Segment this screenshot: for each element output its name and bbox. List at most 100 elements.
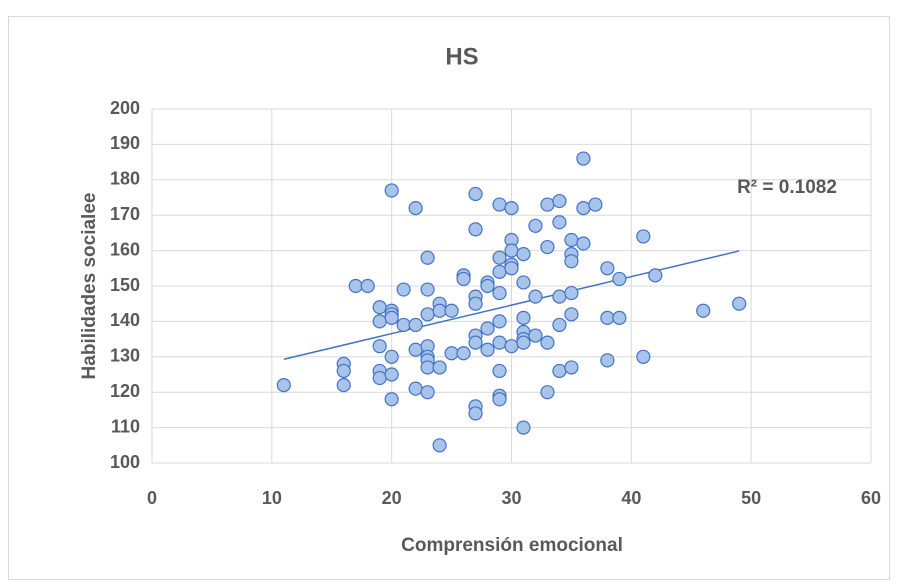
point [420, 360, 435, 375]
point [468, 296, 483, 311]
y-tick-label: 150 [110, 275, 140, 295]
point [468, 222, 483, 237]
x-axis-label: Comprensión emocional [401, 535, 623, 556]
y-tick-label: 100 [110, 452, 140, 472]
point [420, 307, 435, 322]
point [492, 314, 507, 329]
point [576, 201, 591, 216]
point [384, 349, 399, 364]
y-tick-label: 180 [110, 169, 140, 189]
point [396, 282, 411, 297]
chart-title: HS [445, 43, 478, 70]
point [432, 360, 447, 375]
x-tick-label: 60 [861, 488, 881, 508]
point [564, 360, 579, 375]
point [540, 385, 555, 400]
point [468, 186, 483, 202]
x-tick-label: 30 [501, 488, 521, 508]
point [528, 328, 543, 343]
point [492, 197, 507, 212]
point [372, 300, 387, 315]
trendline [283, 250, 740, 361]
point [504, 243, 519, 258]
x-tick-label: 10 [262, 488, 282, 508]
y-tick-label: 190 [110, 133, 140, 153]
point [444, 303, 459, 318]
point [480, 278, 495, 294]
point [612, 310, 627, 325]
y-tick-label: 170 [110, 204, 140, 224]
point [276, 378, 291, 393]
point [564, 307, 579, 322]
y-tick-label: 200 [110, 98, 140, 118]
point [552, 289, 567, 304]
point [420, 385, 435, 400]
point [648, 268, 663, 283]
point [408, 381, 423, 396]
point [732, 296, 747, 311]
point [408, 317, 423, 333]
point [528, 218, 543, 233]
point [576, 151, 591, 166]
point [576, 236, 591, 251]
point [420, 282, 435, 297]
point [408, 342, 423, 357]
point [336, 378, 351, 393]
point [528, 289, 543, 304]
point [516, 420, 531, 435]
point [552, 363, 567, 379]
y-tick-label: 130 [110, 346, 140, 366]
point [468, 335, 483, 350]
point [456, 271, 471, 287]
point [468, 406, 483, 421]
y-axis-label: Habilidades socialee [79, 193, 100, 380]
point [696, 303, 711, 318]
point [540, 335, 555, 350]
y-tick-label: 140 [110, 310, 140, 330]
point [492, 264, 507, 279]
point [564, 254, 579, 269]
point [492, 250, 507, 265]
point [516, 310, 531, 325]
point [480, 342, 495, 357]
point [600, 353, 615, 368]
point [564, 285, 579, 301]
point [504, 261, 519, 276]
point [564, 232, 579, 248]
point [600, 261, 615, 276]
point [372, 339, 387, 354]
annotation: R² = 0.1082 [737, 177, 837, 198]
point [552, 215, 567, 230]
point [492, 285, 507, 301]
point [456, 346, 471, 361]
point [372, 314, 387, 329]
point [420, 250, 435, 265]
point [600, 310, 615, 325]
point [432, 303, 447, 318]
point [636, 229, 651, 244]
point [540, 239, 555, 255]
point [384, 367, 399, 382]
point [480, 321, 495, 336]
point [336, 363, 351, 379]
point [360, 278, 375, 294]
point [516, 247, 531, 262]
point [444, 346, 459, 361]
point [384, 310, 399, 325]
point [588, 197, 603, 212]
point [636, 349, 651, 364]
y-tick-label: 160 [110, 239, 140, 259]
point [348, 278, 363, 294]
x-tick-label: 20 [382, 488, 402, 508]
point [552, 193, 567, 209]
point [384, 183, 399, 198]
point [492, 392, 507, 407]
point [612, 271, 627, 287]
point [516, 335, 531, 350]
point [516, 275, 531, 290]
point [492, 335, 507, 350]
x-tick-label: 0 [147, 488, 157, 508]
y-tick-label: 120 [110, 381, 140, 401]
x-tick-label: 50 [741, 488, 761, 508]
